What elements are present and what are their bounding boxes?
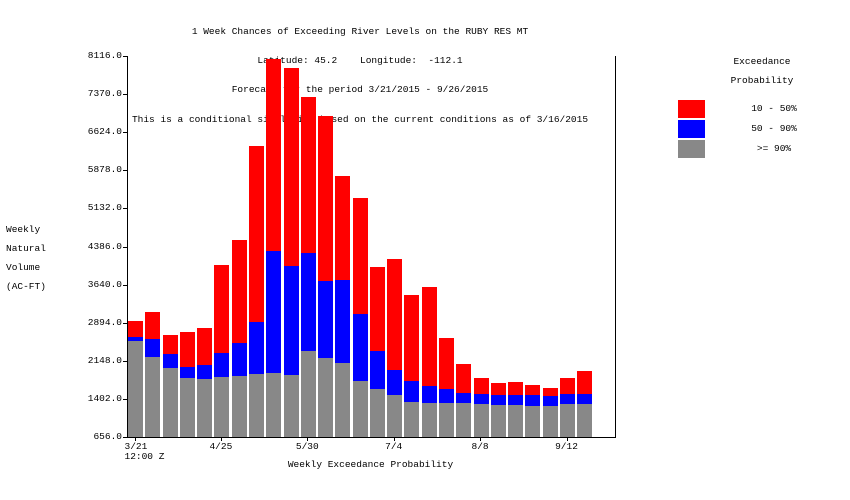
bar-segment (421, 402, 437, 437)
bars-layer (128, 56, 615, 437)
x-tick-label: 5/30 (295, 441, 319, 452)
x-tick-mark (566, 438, 568, 441)
bar-segment (318, 358, 334, 437)
y-tick-mark (123, 323, 127, 324)
legend-entry: 50 - 90% (678, 119, 828, 138)
legend-entry: 10 - 50% (678, 99, 828, 118)
bar-segment (179, 378, 195, 437)
legend-label: 50 - 90% (751, 123, 797, 134)
x-tick-mark (480, 438, 482, 441)
x-tick-label: 4/25 (209, 441, 233, 452)
y-tick-label: 1402.0 (87, 392, 122, 404)
y-tick-label: 5132.0 (87, 202, 122, 214)
bar-segment (542, 405, 558, 437)
x-tick-mark (393, 438, 395, 441)
x-tick-mark (220, 438, 222, 441)
x-tick-label: 3/21 12:00 Z (124, 441, 165, 462)
x-tick-mark (307, 438, 309, 441)
x-axis-labels: 3/21 12:00 Z 4/25 5/30 7/4 8/8 9/12 (124, 438, 614, 468)
y-tick-mark (123, 285, 127, 286)
y-tick-mark (123, 94, 127, 95)
x-tick-label: 8/8 (471, 441, 489, 452)
bar-segment (283, 374, 299, 437)
bar-segment (369, 389, 385, 437)
bar-segment (300, 351, 316, 437)
y-tick-label: 2148.0 (87, 354, 122, 366)
bar-segment (266, 373, 282, 437)
legend: Exceedance Probability 10 - 50% 50 - 90% >… (678, 52, 828, 159)
y-tick-label: 7370.0 (87, 88, 122, 100)
bar-segment (162, 368, 178, 437)
legend-label: >= 90% (756, 143, 792, 154)
chart-title: 1 Week Chances of Exceeding River Levels… (191, 25, 529, 37)
y-tick-label: 2894.0 (87, 316, 122, 328)
y-tick-label: 656.0 (93, 431, 122, 442)
bar-segment (508, 405, 524, 437)
bar-segment (248, 373, 264, 437)
bar-segment (473, 404, 489, 437)
y-tick-label: 8116.0 (87, 50, 122, 61)
x-tick-label: 9/12 (555, 441, 578, 452)
chart-titles: 1 Week Chances of Exceeding River Levels… (105, 7, 615, 144)
bar-segment (490, 405, 506, 437)
bar-segment (577, 404, 593, 437)
bar-segment (145, 357, 161, 437)
bar-segment (128, 340, 143, 437)
legend-title: Exceedance Probability (730, 56, 794, 86)
bar-segment (456, 403, 472, 437)
y-tick-label: 4386.0 (87, 240, 122, 252)
bar-segment (560, 404, 575, 437)
x-tick-mark (134, 438, 136, 441)
y-tick-label: 6624.0 (87, 126, 122, 138)
x-tick-label: 7/4 (385, 441, 403, 452)
y-tick-label: 5878.0 (87, 164, 122, 176)
bar-segment (352, 381, 368, 437)
y-tick-label: 3640.0 (87, 278, 122, 290)
y-axis-labels: 8116.0 7370.0 6624.0 5878.0 5132.0 4386.0 3640… (0, 51, 122, 442)
legend-label: 10 - 50% (751, 103, 797, 114)
bar-segment (197, 379, 213, 437)
bar-segment (525, 405, 541, 437)
legend-swatch (678, 139, 705, 158)
bar-segment (439, 403, 455, 437)
x-axis-title: Weekly Exceedance Probability (287, 459, 454, 470)
legend-entries: 10 - 50% 50 - 90% >= 90% (678, 99, 828, 158)
y-tick-mark (123, 208, 127, 209)
y-tick-mark (123, 247, 127, 248)
bar-segment (404, 401, 420, 437)
y-tick-mark (123, 437, 127, 438)
y-axis-title: Weekly Natural Volume (AC-FT) (6, 224, 46, 292)
plot-area (123, 56, 616, 438)
chart-subtitle-latlon: Latitude: 45.2 Longitude: -112.1 (257, 54, 463, 66)
y-tick-mark (123, 170, 127, 171)
y-tick-mark (123, 399, 127, 400)
y-tick-mark (123, 361, 127, 362)
legend-swatch (678, 119, 705, 138)
bar-segment (387, 394, 403, 437)
y-tick-mark (123, 132, 127, 133)
legend-entry: >= 90% (678, 139, 828, 158)
bar-segment (335, 363, 351, 437)
bar-segment (214, 376, 230, 437)
bar-segment (231, 375, 247, 437)
legend-swatch (678, 99, 705, 118)
y-tick-mark (123, 56, 127, 57)
